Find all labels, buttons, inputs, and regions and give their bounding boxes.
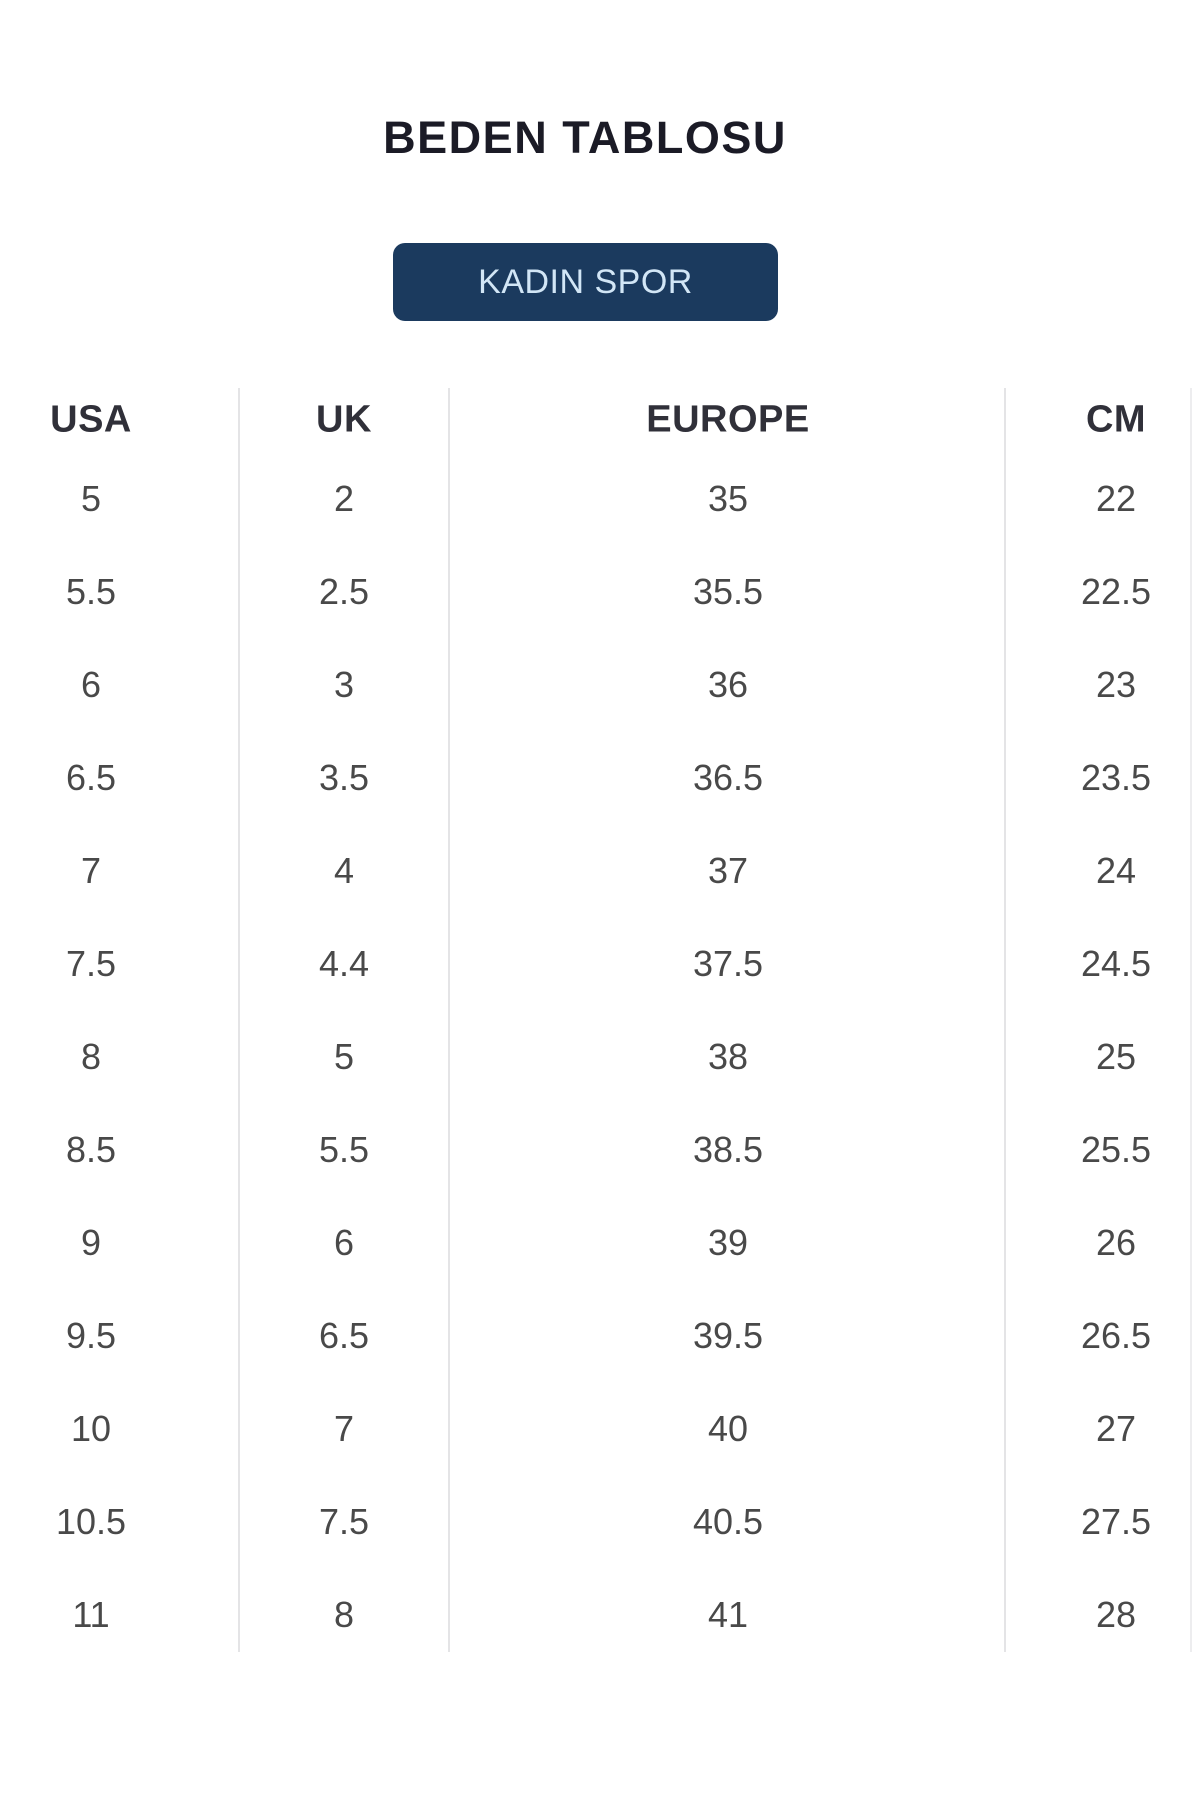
table-row: 9 6 39 26 xyxy=(0,1196,1200,1289)
table-cell-europe: 39 xyxy=(707,1221,749,1263)
table-cell-cm: 26.5 xyxy=(1080,1314,1152,1356)
column-header-uk: UK xyxy=(316,398,372,441)
table-cell-usa: 9 xyxy=(80,1221,102,1263)
page-title: BEDEN TABLOSU xyxy=(383,112,787,163)
table-row: 7 4 37 24 xyxy=(0,824,1200,917)
table-cell-cm: 28 xyxy=(1095,1593,1137,1635)
table-cell-usa: 7 xyxy=(80,849,102,891)
column-header-cm: CM xyxy=(1085,398,1147,441)
table-cell-usa: 6 xyxy=(80,663,102,705)
column-divider xyxy=(238,388,240,1652)
table-cell-cm: 23.5 xyxy=(1080,756,1152,798)
table-cell-europe: 37 xyxy=(707,849,749,891)
table-cell-uk: 3.5 xyxy=(318,756,370,798)
table-cell-usa: 11 xyxy=(72,1593,110,1635)
column-divider xyxy=(448,388,450,1652)
column-divider xyxy=(1190,388,1192,1652)
table-row: 8.5 5.5 38.5 25.5 xyxy=(0,1103,1200,1196)
table-row: 11 8 41 28 xyxy=(0,1568,1200,1661)
table-cell-uk: 6.5 xyxy=(318,1314,370,1356)
table-cell-europe: 38.5 xyxy=(692,1128,764,1170)
table-cell-europe: 40.5 xyxy=(692,1500,764,1542)
table-cell-europe: 41 xyxy=(707,1593,749,1635)
table-row: 9.5 6.5 39.5 26.5 xyxy=(0,1289,1200,1382)
table-cell-usa: 8.5 xyxy=(65,1128,117,1170)
table-cell-cm: 22.5 xyxy=(1080,570,1152,612)
table-cell-cm: 22 xyxy=(1095,477,1137,519)
table-cell-cm: 26 xyxy=(1095,1221,1137,1263)
table-cell-uk: 7 xyxy=(333,1407,355,1449)
table-cell-europe: 36 xyxy=(707,663,749,705)
table-cell-usa: 7.5 xyxy=(65,942,117,984)
table-row: 6 3 36 23 xyxy=(0,638,1200,731)
table-cell-usa: 8 xyxy=(80,1035,102,1077)
table-row: 5.5 2.5 35.5 22.5 xyxy=(0,545,1200,638)
table-row: 7.5 4.4 37.5 24.5 xyxy=(0,917,1200,1010)
table-cell-europe: 35 xyxy=(707,477,749,519)
table-cell-uk: 8 xyxy=(333,1593,355,1635)
table-row: 5 2 35 22 xyxy=(0,452,1200,545)
table-cell-uk: 5 xyxy=(333,1035,355,1077)
table-cell-cm: 24 xyxy=(1095,849,1137,891)
table-cell-uk: 2.5 xyxy=(318,570,370,612)
table-cell-uk: 4 xyxy=(333,849,355,891)
table-row: 6.5 3.5 36.5 23.5 xyxy=(0,731,1200,824)
column-divider xyxy=(1004,388,1006,1652)
column-header-usa: USA xyxy=(50,398,132,441)
table-cell-usa: 10 xyxy=(70,1407,112,1449)
table-cell-uk: 7.5 xyxy=(318,1500,370,1542)
table-row: 10 7 40 27 xyxy=(0,1382,1200,1475)
table-cell-cm: 25 xyxy=(1095,1035,1137,1077)
table-cell-cm: 27.5 xyxy=(1080,1500,1152,1542)
table-cell-uk: 6 xyxy=(333,1221,355,1263)
table-cell-usa: 10.5 xyxy=(55,1500,127,1542)
table-cell-europe: 35.5 xyxy=(692,570,764,612)
table-cell-cm: 23 xyxy=(1095,663,1137,705)
table-cell-uk: 2 xyxy=(333,477,355,519)
column-header-europe: EUROPE xyxy=(646,398,810,441)
table-cell-usa: 5 xyxy=(80,477,102,519)
table-cell-usa: 5.5 xyxy=(65,570,117,612)
table-cell-cm: 24.5 xyxy=(1080,942,1152,984)
table-cell-europe: 39.5 xyxy=(692,1314,764,1356)
table-cell-europe: 36.5 xyxy=(692,756,764,798)
table-cell-europe: 38 xyxy=(707,1035,749,1077)
table-cell-uk: 5.5 xyxy=(318,1128,370,1170)
table-cell-cm: 25.5 xyxy=(1080,1128,1152,1170)
table-row: 8 5 38 25 xyxy=(0,1010,1200,1103)
table-cell-usa: 9.5 xyxy=(65,1314,117,1356)
table-cell-uk: 3 xyxy=(333,663,355,705)
table-cell-europe: 40 xyxy=(707,1407,749,1449)
table-cell-cm: 27 xyxy=(1095,1407,1137,1449)
table-cell-uk: 4.4 xyxy=(318,942,370,984)
table-row: 10.5 7.5 40.5 27.5 xyxy=(0,1475,1200,1568)
category-button[interactable]: KADIN SPOR xyxy=(393,243,778,321)
size-table: USA UK EUROPE CM 5 2 35 22 5.5 2.5 35.5 … xyxy=(0,388,1200,1661)
table-cell-usa: 6.5 xyxy=(65,756,117,798)
table-cell-europe: 37.5 xyxy=(692,942,764,984)
table-header-row: USA UK EUROPE CM xyxy=(0,388,1200,452)
